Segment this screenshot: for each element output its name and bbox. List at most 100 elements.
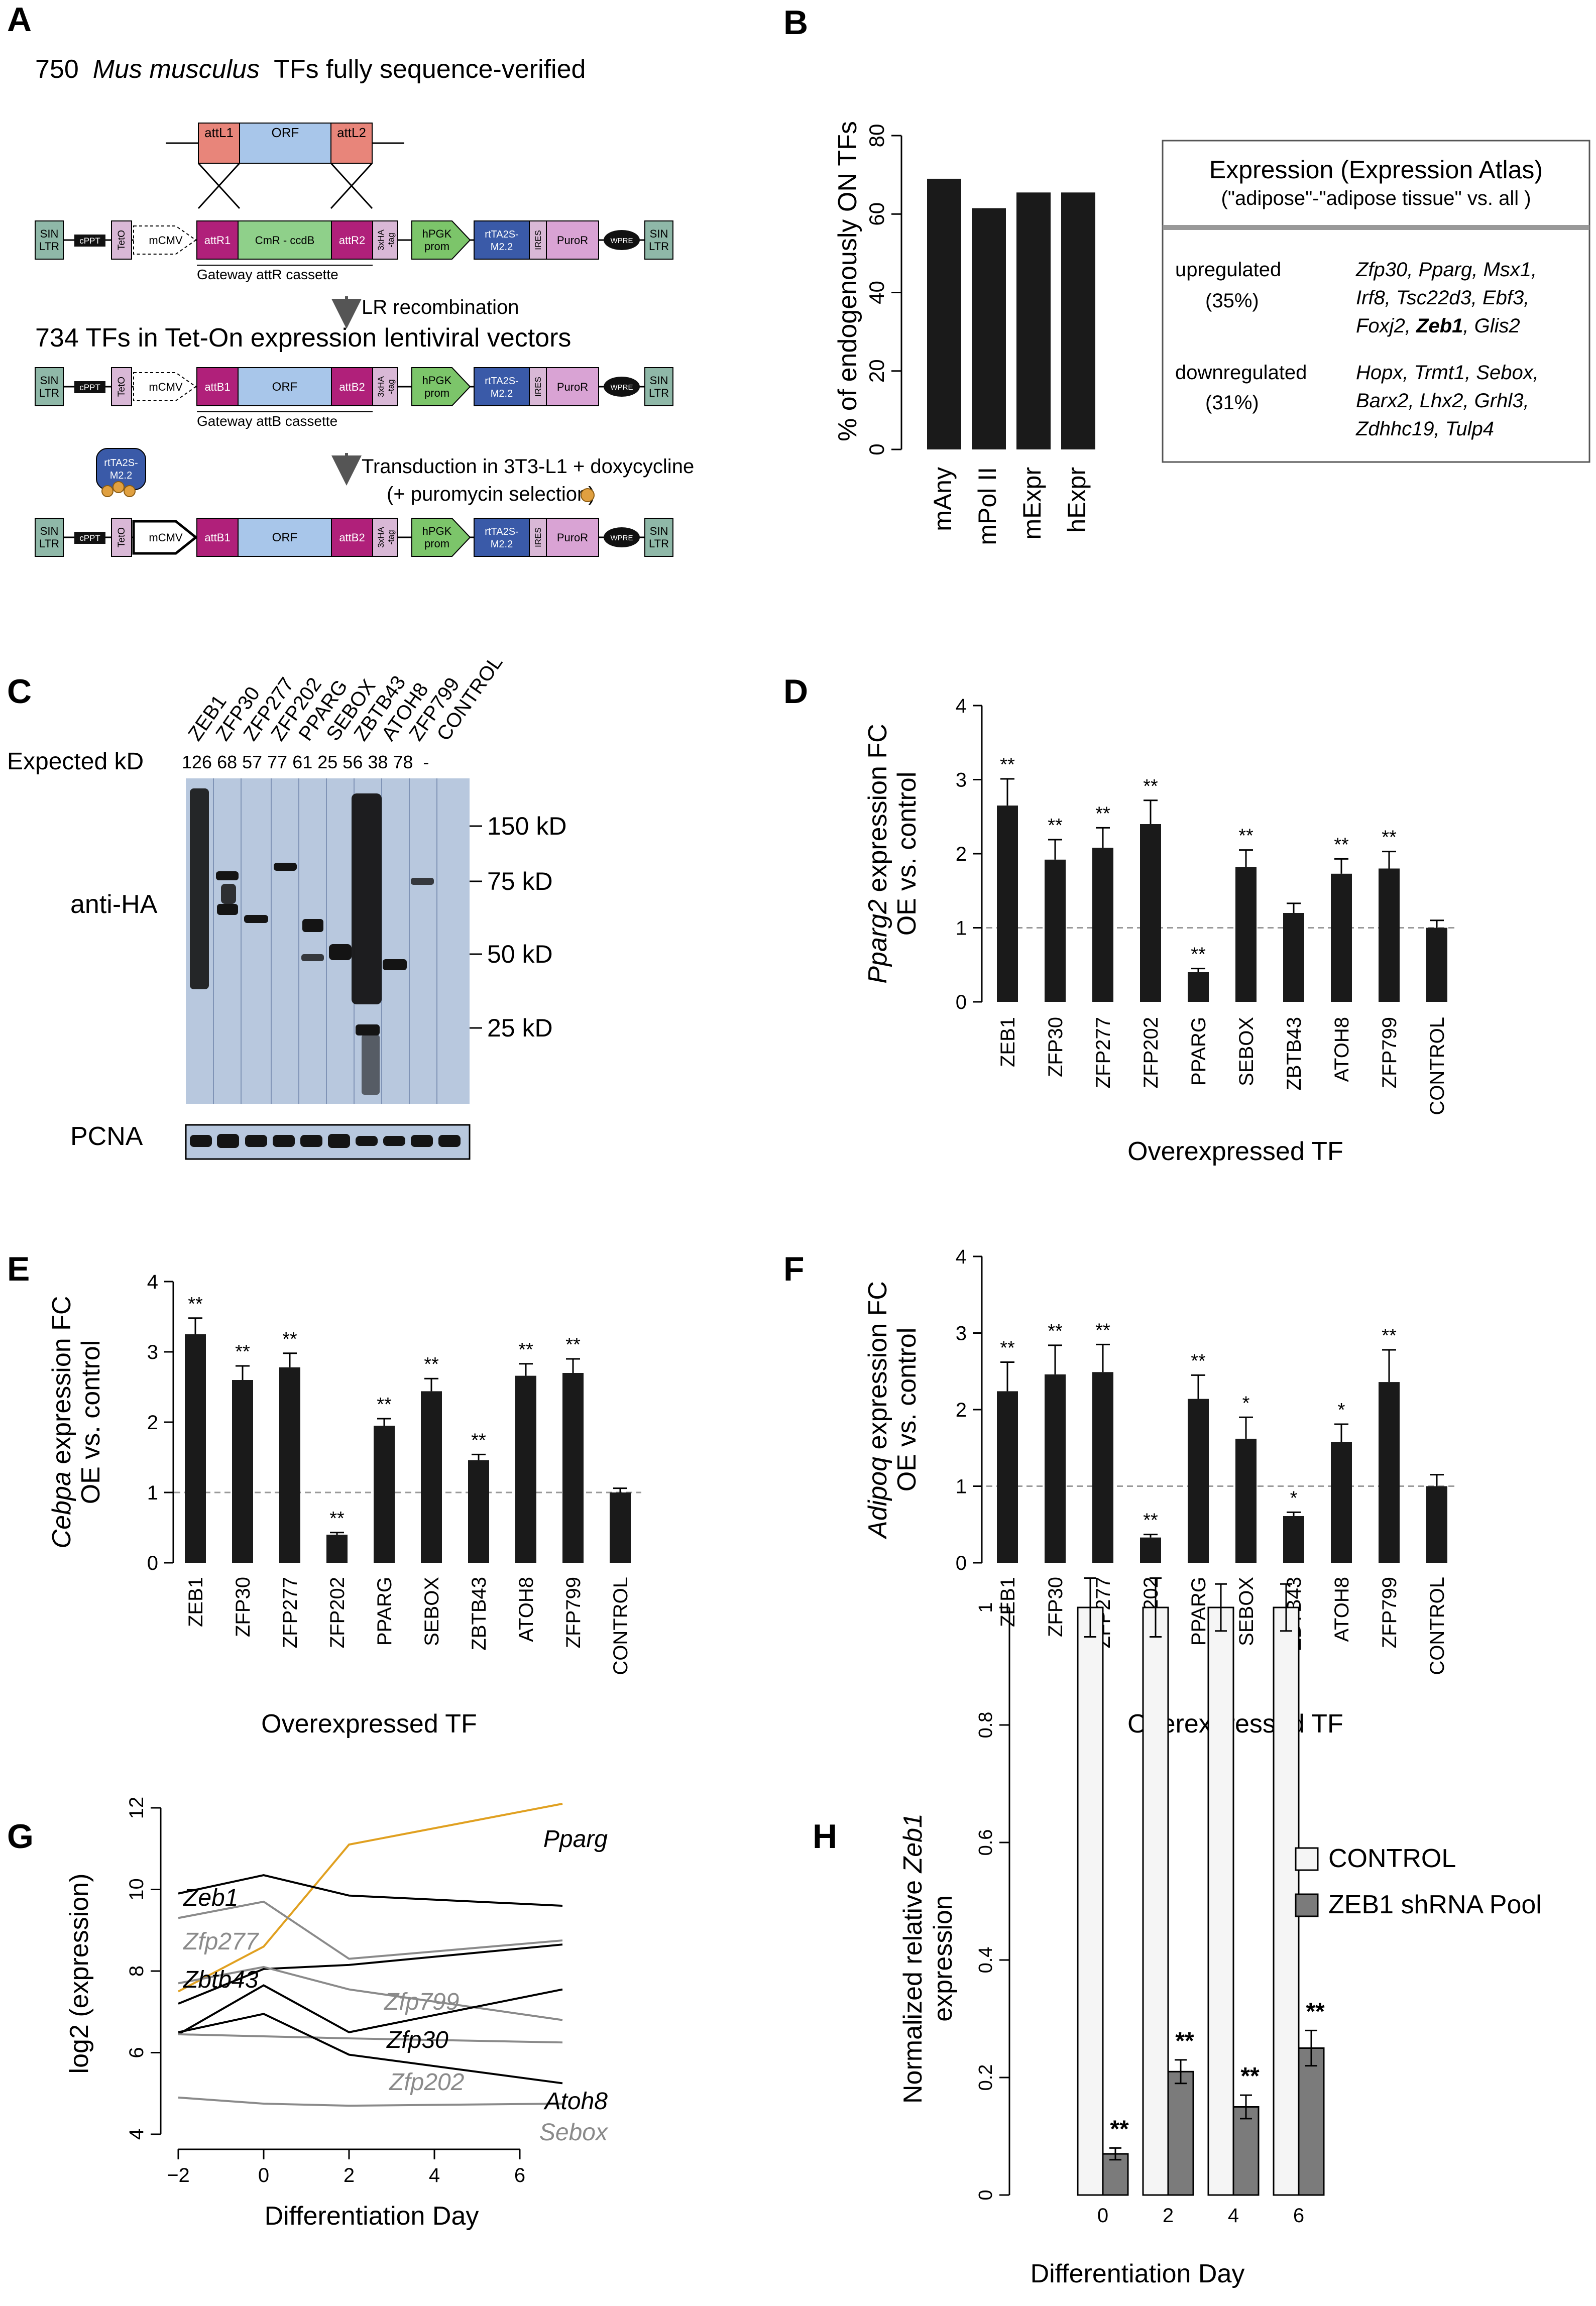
blot-bands [190, 788, 434, 1095]
panel-g-line-chart: 4 6 8 10 12 −2 0 2 4 6 log2 (expression) Differenti… [65, 1797, 609, 2231]
bar [279, 1367, 300, 1563]
panel-a-title-line2: 734 TFs in Tet-On expression lentiviral … [35, 323, 571, 353]
bar-shrna [1298, 2047, 1325, 2196]
x-tick-label: ATOH8 [1331, 1017, 1353, 1082]
bar [374, 1426, 395, 1563]
x-tick-label: SEBOX [1235, 1577, 1258, 1646]
bar [610, 1492, 631, 1563]
box-hpgk-2: prom [424, 240, 449, 253]
series-line [178, 1874, 563, 1907]
pcna-label: PCNA [70, 1122, 143, 1151]
box-attb2: attB2 [339, 531, 365, 544]
expected-kd-values: 126 68 57 77 61 25 56 38 78 - [182, 752, 429, 772]
x-tick-label: PPARG [1188, 1577, 1210, 1646]
y-tick-label: 3 [147, 1341, 158, 1363]
significance-mark: * [1242, 1393, 1250, 1414]
x-tick-label: PPARG [374, 1577, 396, 1646]
y-tick-label: 20 [865, 359, 888, 383]
y-tick-label: 0.6 [975, 1829, 996, 1856]
chart-b-plot: 0 20 40 60 80% of endogenously ON TFs mAny mPo… [833, 121, 1095, 545]
y-axis-label: Cebpa expression FC [47, 1296, 76, 1549]
y-tick-label: 12 [126, 1797, 148, 1819]
y-tick-label: 0.4 [975, 1947, 996, 1974]
box-ha-tag-1: 3xHA [376, 376, 386, 397]
panel-letter-c: C [7, 672, 32, 711]
box-sin-left: SIN [40, 227, 59, 240]
y-tick-label: 0.2 [975, 2064, 996, 2091]
bar [1188, 972, 1209, 1002]
significance-mark: ** [1000, 754, 1015, 775]
bar [1379, 868, 1400, 1002]
x-tick-label: 6 [514, 2164, 525, 2186]
x-tick-label: CONTROL [610, 1577, 632, 1675]
y-tick-label: 10 [126, 1878, 148, 1901]
box-ltr-left: LTR [39, 387, 59, 399]
box-ha-tag-2: -tag [386, 233, 396, 247]
significance-mark: ** [518, 1339, 533, 1360]
y-axis-label: % of endogenously ON TFs [833, 121, 862, 441]
series-label: Zfp799 [384, 1989, 459, 2015]
bar-control [1077, 1606, 1104, 2196]
box-wpre: WPRE [611, 237, 633, 245]
x-tick-label: ZFP30 [232, 1577, 254, 1637]
significance-mark: ** [188, 1294, 203, 1315]
bar [1140, 1537, 1161, 1563]
significance-mark: ** [1095, 1320, 1110, 1341]
box-sin-right: SIN [650, 374, 668, 387]
legend-b-up-label: upregulated [1175, 259, 1281, 281]
bar [997, 1391, 1018, 1563]
series-line [178, 2033, 563, 2044]
bar [1061, 192, 1095, 449]
x-tick-label: ZEB1 [997, 1017, 1019, 1067]
bar [1331, 873, 1352, 1002]
legend-b-down-pct: (31%) [1205, 392, 1259, 414]
bar [1283, 913, 1304, 1002]
y-tick-label: 4 [956, 695, 967, 717]
bar [927, 178, 961, 449]
series-label: Sebox [539, 2119, 609, 2146]
significance-mark: ** [1048, 815, 1063, 836]
significance-mark: ** [424, 1354, 439, 1375]
marker-150kd: 150 kD [487, 812, 566, 840]
y-tick-label: 1 [956, 917, 967, 940]
box-attb1: attB1 [204, 531, 230, 544]
x-tick-label: ZFP202 [326, 1577, 349, 1648]
series-line [178, 1802, 563, 1993]
y-tick-label: 3 [956, 769, 967, 791]
series-line [178, 1900, 563, 1960]
box-ires: IRES [533, 230, 543, 250]
bar [1426, 928, 1447, 1002]
x-tick-label: ZFP30 [1045, 1577, 1067, 1637]
legend-label-control: CONTROL [1328, 1844, 1456, 1873]
box-ires: IRES [533, 377, 543, 397]
y-tick-label: 80 [865, 124, 888, 148]
significance-mark: ** [1382, 1325, 1397, 1346]
x-axis-label: Differentiation Day [1031, 2259, 1245, 2288]
blot-lane-labels: ZEB1ZFP30ZFP277ZFP202PPARGSEBOXZBTB43ATO… [184, 652, 507, 745]
significance-mark: ** [329, 1508, 345, 1529]
y-tick-label: 2 [956, 1399, 967, 1421]
significance-mark: ** [282, 1329, 297, 1350]
bar [997, 805, 1018, 1002]
series-label: Zfp277 [183, 1928, 260, 1955]
significance-mark: ** [1240, 2063, 1260, 2090]
marker-50kd: 50 kD [487, 940, 553, 968]
x-tick-label: ZBTB43 [1283, 1017, 1305, 1091]
panel-letter-g: G [7, 1817, 34, 1856]
panel-letter-a: A [7, 1, 32, 39]
box-rtta-1: rtTA2S- [485, 526, 518, 537]
y-axis-label-line2: OE vs. control [892, 772, 922, 936]
bar-control [1142, 1606, 1169, 2196]
bar [1235, 1438, 1257, 1563]
marker-75kd: 75 kD [487, 867, 553, 895]
box-mcmv: mCMV [149, 234, 183, 247]
significance-mark: * [1338, 1400, 1345, 1421]
x-tick-label: ZEB1 [997, 1577, 1019, 1627]
significance-mark: ** [1095, 803, 1110, 824]
box-sin-right: SIN [650, 227, 668, 240]
panel-letter-b: B [783, 4, 808, 42]
box-rtta-1: rtTA2S- [485, 229, 518, 240]
y-tick-label: 2 [956, 843, 967, 865]
box-puror: PuroR [557, 381, 588, 393]
significance-mark: ** [1143, 776, 1158, 797]
